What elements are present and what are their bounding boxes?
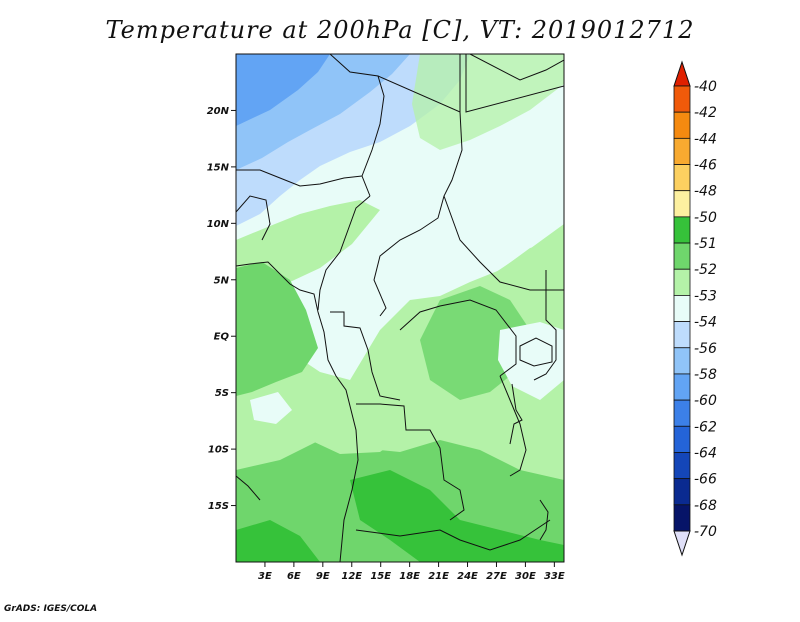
border-egypt-sudan <box>465 54 564 113</box>
lat-tick-label: 10S <box>208 445 229 456</box>
colorbar-label: -48 <box>694 184 717 200</box>
colorbar-label: -42 <box>694 105 717 121</box>
colorbar-top-arrow <box>673 60 691 87</box>
border-drc-tanzania <box>499 375 527 477</box>
colorbar-swatch <box>673 347 691 375</box>
colorbar-label: -58 <box>694 367 717 383</box>
border-niger-chad <box>329 54 385 197</box>
longitude-axis: 3E 6E 9E 12E 15E 18E 21E 24E 27E 30E 33E <box>258 562 565 582</box>
colorbar-swatch <box>673 321 691 349</box>
lake-victoria <box>519 337 553 367</box>
lat-tick-label: 20N <box>207 106 230 117</box>
colorbar-label: -70 <box>694 524 717 540</box>
field-region-53-west <box>236 200 380 282</box>
colorbar-swatch <box>673 268 691 296</box>
colorbar-label: -56 <box>694 341 717 357</box>
border-namibia-zambia <box>355 519 551 551</box>
border-angola-drc <box>356 403 465 521</box>
border-niger-south <box>236 169 363 187</box>
lon-tick-label: 24E <box>457 571 478 582</box>
colorbar-bottom-arrow <box>673 530 691 557</box>
colorbar-label: -52 <box>694 262 717 278</box>
colorbar-label: -64 <box>694 445 717 461</box>
latitude-axis: 20N 15N 10N 5N EQ 5S 10S 15S <box>207 106 236 512</box>
border-nigeria-cameroon <box>317 195 371 311</box>
colorbar-swatch <box>673 164 691 192</box>
colorbar-swatch <box>673 111 691 139</box>
colorbar-swatch <box>673 216 691 244</box>
lon-tick-label: 30E <box>515 571 536 582</box>
colorbar-swatch <box>673 373 691 401</box>
border-congo-gabon <box>330 311 401 401</box>
colorbar-swatch <box>673 452 691 480</box>
lake-malawi <box>539 499 549 541</box>
field-region-51-south <box>350 470 564 562</box>
field-region-52-west <box>236 262 318 396</box>
lat-tick-label: EQ <box>214 332 230 343</box>
colorbar-swatch <box>673 190 691 218</box>
colorbar-label: -40 <box>694 79 717 95</box>
colorbar-swatch <box>673 295 691 322</box>
colorbar-label: -53 <box>694 288 717 304</box>
field-region-54-southwest <box>250 392 292 424</box>
lon-tick-label: 6E <box>287 571 301 582</box>
field-region-51-southwest <box>236 520 320 562</box>
lat-tick-label: 15N <box>207 162 230 173</box>
lon-tick-label: 3E <box>258 571 272 582</box>
border-uganda-kenya <box>533 270 557 381</box>
border-car-drc <box>399 299 517 377</box>
field-region-54-east <box>498 322 564 400</box>
colorbar-label: -44 <box>694 131 717 147</box>
colorbar-swatch <box>673 504 691 532</box>
lake-tanganyika <box>509 383 523 445</box>
map-title: Temperature at 200hPa [C], VT: 201901271… <box>105 16 695 44</box>
colorbar-swatch <box>673 137 691 165</box>
lon-tick-label: 12E <box>341 571 362 582</box>
colorbar-label: -62 <box>694 419 717 435</box>
lon-tick-label: 15E <box>370 571 391 582</box>
lon-tick-label: 21E <box>428 571 449 582</box>
lat-tick-label: 5S <box>215 388 229 399</box>
colorbar-label: -68 <box>694 498 717 514</box>
colorbar-swatch <box>673 242 691 270</box>
border-chad-sudan <box>373 111 463 317</box>
border-sudan-south <box>443 195 564 291</box>
colorbar-swatch <box>673 85 691 113</box>
field-region-52-center <box>420 286 530 400</box>
lon-tick-label: 9E <box>316 571 330 582</box>
colorbar-swatch <box>673 399 691 427</box>
coast-red-sea <box>469 54 564 81</box>
colorbar-label: -50 <box>694 210 717 226</box>
colorbar-label: -46 <box>694 158 717 174</box>
colorbar-swatch <box>673 478 691 506</box>
map-frame <box>235 53 565 563</box>
lat-tick-label: 5N <box>214 275 230 286</box>
temperature-field <box>236 54 564 562</box>
west-coastline <box>236 261 359 562</box>
colorbar-label: -54 <box>694 315 717 331</box>
lon-tick-label: 33E <box>544 571 565 582</box>
colorbar: -40 -42 -44 -46 -48 -50 -51 -52 -53 -54 -56 -58 -60 -… <box>673 60 717 557</box>
credit-text: GrADS: IGES/COLA <box>4 604 98 614</box>
country-borders <box>236 54 564 562</box>
colorbar-swatch <box>673 425 691 453</box>
field-region-60 <box>236 54 330 126</box>
colorbar-label: -60 <box>694 393 717 409</box>
lat-tick-label: 10N <box>207 219 230 230</box>
colorbar-label: -66 <box>694 472 717 488</box>
border-benin-togo <box>236 195 271 241</box>
lat-tick-label: 15S <box>208 501 229 512</box>
lon-tick-label: 27E <box>486 571 507 582</box>
colorbar-label: -51 <box>694 236 717 252</box>
lon-tick-label: 18E <box>399 571 420 582</box>
border-southwest <box>236 475 261 501</box>
